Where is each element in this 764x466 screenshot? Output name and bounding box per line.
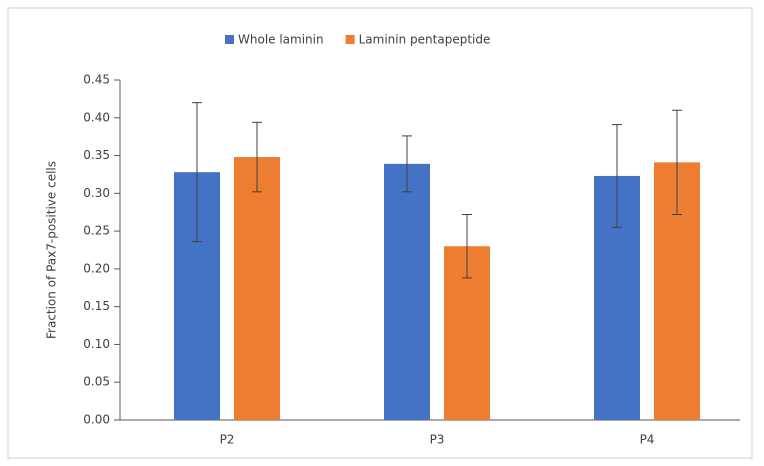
y-tick-label: 0.00 — [83, 413, 110, 427]
x-tick-label: P2 — [220, 433, 235, 447]
bar — [234, 157, 280, 421]
y-tick-label: 0.10 — [83, 337, 110, 351]
legend-label: Whole laminin — [238, 33, 324, 47]
x-tick-label: P3 — [430, 433, 445, 447]
y-tick-label: 0.40 — [83, 110, 110, 124]
y-tick-label: 0.20 — [83, 261, 110, 275]
y-tick-label: 0.30 — [83, 186, 110, 200]
legend-label: Laminin pentapeptide — [359, 33, 491, 47]
x-tick-label: P4 — [640, 433, 655, 447]
bar — [384, 163, 430, 420]
y-tick-label: 0.35 — [83, 148, 110, 162]
legend-swatch — [225, 35, 234, 44]
y-tick-label: 0.05 — [83, 375, 110, 389]
y-tick-label: 0.45 — [83, 73, 110, 87]
legend-swatch — [345, 35, 355, 44]
y-tick-label: 0.15 — [83, 299, 110, 313]
y-tick-label: 0.25 — [83, 224, 110, 238]
y-axis-label: Fraction of Pax7-positive cells — [45, 161, 59, 339]
